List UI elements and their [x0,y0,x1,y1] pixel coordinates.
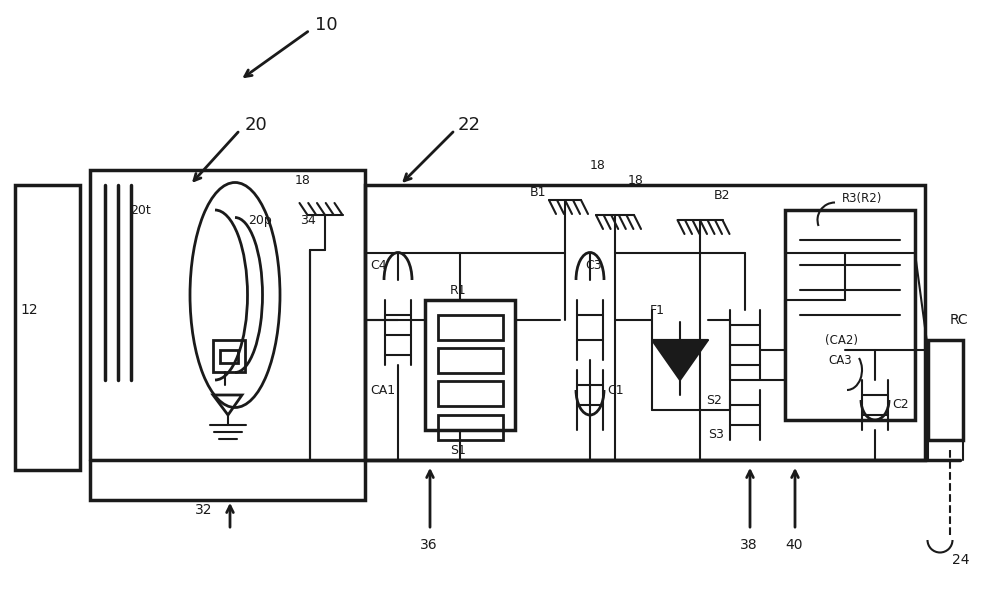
Text: S3: S3 [708,429,724,442]
Bar [220,350,238,363]
Bar [785,210,915,420]
Bar [213,340,245,372]
Text: 38: 38 [740,538,758,552]
Text: 12: 12 [20,303,38,317]
Text: F1: F1 [650,304,665,317]
Text: 34: 34 [300,214,316,227]
Text: B1: B1 [530,185,546,198]
Bar [928,340,963,440]
Bar [438,348,503,373]
Text: 20t: 20t [130,203,151,216]
Text: B2: B2 [714,188,730,201]
Text: 24: 24 [952,553,970,567]
Bar [15,185,80,470]
Bar [438,381,503,406]
Bar [438,315,503,340]
Text: (CA2): (CA2) [825,333,858,346]
Text: 36: 36 [420,538,438,552]
Text: 18: 18 [295,174,311,187]
Bar [438,415,503,440]
Text: 20: 20 [245,116,268,134]
Text: 20p: 20p [248,214,272,227]
Text: CA1: CA1 [370,384,395,397]
Text: 18: 18 [628,174,644,187]
Text: S1: S1 [450,444,466,456]
Bar [365,185,925,460]
Text: C4: C4 [370,259,387,272]
Text: R1: R1 [450,283,467,296]
Text: 32: 32 [195,503,212,517]
Text: C2: C2 [892,399,909,411]
Text: CA3: CA3 [828,354,852,367]
Bar [90,170,365,500]
Text: RC: RC [950,313,969,327]
Polygon shape [652,340,708,380]
Text: R3(R2): R3(R2) [842,192,882,205]
Text: 10: 10 [315,16,338,34]
Text: 18: 18 [590,158,606,171]
Text: C1: C1 [607,384,624,397]
Text: 40: 40 [785,538,802,552]
Text: S2: S2 [706,394,722,407]
Text: C3: C3 [585,259,602,272]
Text: 22: 22 [458,116,481,134]
Bar [425,300,515,430]
